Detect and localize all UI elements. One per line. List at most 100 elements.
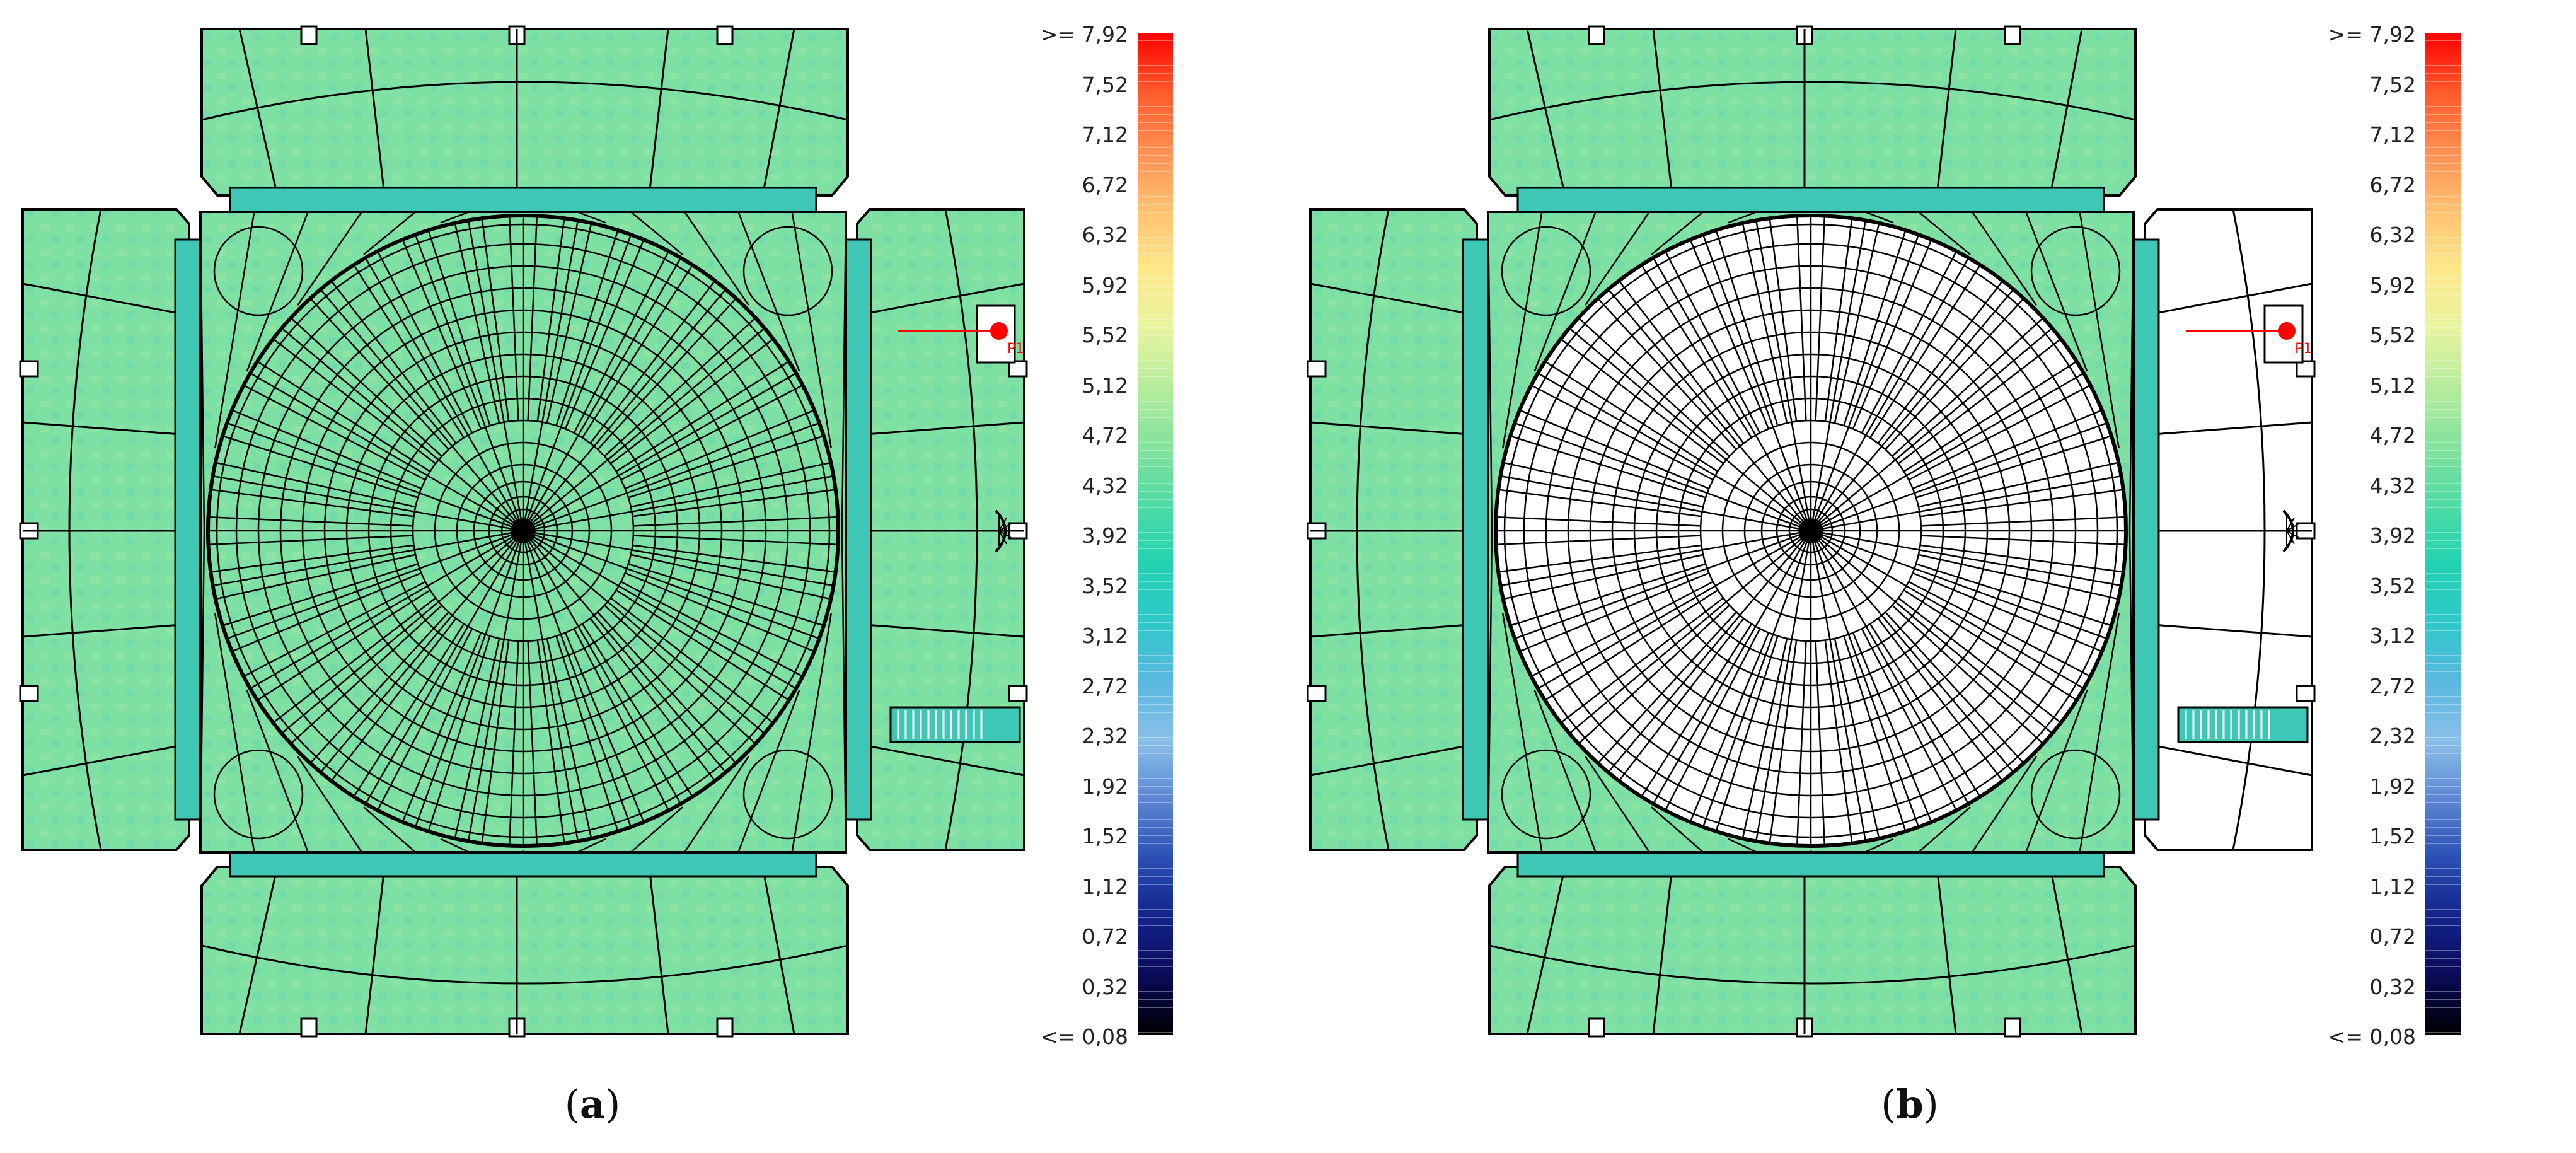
dome-spoke: [1815, 217, 1825, 421]
dome-spoke: [628, 563, 823, 626]
dome-spoke: [630, 461, 830, 508]
floor-plan-b: P1: [1307, 25, 2316, 1038]
dome-spoke: [1912, 572, 2101, 652]
dome-spoke: [524, 543, 579, 840]
mesh-line: [1533, 690, 1597, 853]
dome-spoke: [534, 534, 819, 639]
dome-spoke: [533, 373, 795, 526]
dome-spoke: [1915, 563, 2111, 626]
dome-spoke: [1520, 572, 1709, 652]
dome-spoke: [212, 489, 414, 518]
wing-grid: [22, 28, 1025, 1034]
dome-spoke: [625, 572, 814, 652]
color-scale-tick-label: 5,52: [2369, 323, 2416, 347]
dome-spoke: [214, 532, 511, 586]
mesh-line: [297, 756, 363, 853]
dome-spoke: [630, 553, 830, 600]
dome-spoke: [291, 318, 442, 457]
mesh-line: [841, 530, 847, 853]
dome-spoke: [620, 581, 802, 677]
mesh-line: [630, 211, 683, 255]
dome-spoke: [274, 339, 436, 465]
grid-line: [364, 28, 386, 196]
color-scale-tick-label: 6,72: [2369, 172, 2416, 197]
dome-spoke: [528, 541, 681, 803]
band-top: [229, 187, 817, 213]
dome-spoke: [604, 605, 756, 744]
dome-spoke: [1812, 221, 1866, 519]
dome-spoke: [1504, 461, 1704, 508]
color-scale-tick-label: >= 7,92: [2328, 22, 2416, 47]
dome-spoke: [527, 217, 538, 421]
dome-spoke: [415, 542, 520, 826]
dome-spoke: [573, 628, 669, 810]
color-scale-tick-label: 7,12: [1082, 122, 1128, 147]
dome-spoke: [1821, 536, 2083, 689]
dome-spoke: [581, 265, 693, 439]
dome-spoke: [1545, 361, 1719, 473]
corner-ring: [742, 749, 833, 840]
dome-spoke: [1920, 489, 2122, 518]
color-scale-tick-label: <= 0,08: [1040, 1024, 1128, 1049]
dome-spoke: [228, 422, 512, 528]
grid-line: [1526, 28, 1566, 196]
dome-spoke: [615, 589, 788, 700]
color-scale-tick-label: 4,32: [2369, 473, 2416, 498]
notch: [19, 360, 39, 378]
dome-spoke: [1877, 618, 2003, 780]
mesh-line: [2025, 690, 2088, 853]
dome-spoke: [1578, 318, 1730, 457]
dome-spoke: [509, 640, 519, 845]
dome-spoke: [1499, 489, 1702, 518]
mesh-line: [1728, 211, 1758, 224]
staircase: [2177, 706, 2309, 743]
color-scale-tick-label: 3,52: [1082, 573, 1128, 598]
dome-spoke: [535, 532, 833, 586]
dome-spoke: [354, 265, 465, 439]
grid-arc: [1356, 209, 1390, 850]
dome-spoke: [481, 640, 510, 842]
notch: [1307, 685, 1327, 702]
dome-spoke: [1497, 516, 1701, 527]
dome-spoke: [251, 373, 513, 526]
dome-spoke: [233, 410, 422, 490]
dome-mesh: [209, 217, 837, 845]
mesh-line: [1971, 756, 2037, 853]
dome-spoke: [1608, 289, 1804, 522]
color-scale-a: >= 7,92 7,52 7,12 6,72 6,32 5,92 5,52 5,12 4,72 4…: [1034, 19, 1185, 1053]
dome-spoke: [1815, 640, 1825, 845]
dome-center: [511, 518, 536, 543]
color-scale-tick-label: 1,52: [2369, 824, 2416, 849]
color-scale-tick-label: <= 0,08: [2328, 1024, 2416, 1049]
dome-spoke: [1843, 231, 1906, 426]
dome-spoke: [244, 385, 426, 481]
grid-line: [2049, 866, 2083, 1034]
dome-spoke: [555, 635, 618, 831]
mesh-line: [2079, 211, 2120, 449]
dome-spoke: [1920, 535, 2125, 545]
dome-spoke: [1852, 632, 1932, 821]
mesh-line: [1864, 211, 1894, 224]
dome-spoke: [320, 289, 516, 522]
color-scale-tick-label: 1,52: [1082, 824, 1128, 849]
corner-ring: [213, 749, 304, 840]
dome-spoke: [604, 318, 756, 457]
grid-line: [857, 421, 1025, 436]
color-scale-tick-label: 3,92: [1082, 523, 1128, 548]
mesh-line: [576, 838, 606, 854]
mesh-line: [791, 613, 832, 853]
dome-spoke: [620, 385, 802, 481]
notch: [716, 1017, 734, 1038]
corner-ring: [2030, 749, 2121, 840]
band-top: [1516, 187, 2105, 213]
dome-spoke: [610, 339, 773, 465]
dome-spoke: [1822, 422, 2106, 528]
color-scale-tick-label: 2,72: [2369, 673, 2416, 698]
color-scale-tick-label: 5,12: [2369, 373, 2416, 398]
grid-line: [761, 28, 795, 196]
grid-arc: [1489, 944, 2136, 985]
dome-spoke: [1814, 235, 1919, 519]
mesh-line: [2128, 211, 2135, 531]
color-scale-tick-label: 1,12: [2369, 874, 2416, 899]
corner-ring: [742, 226, 833, 316]
